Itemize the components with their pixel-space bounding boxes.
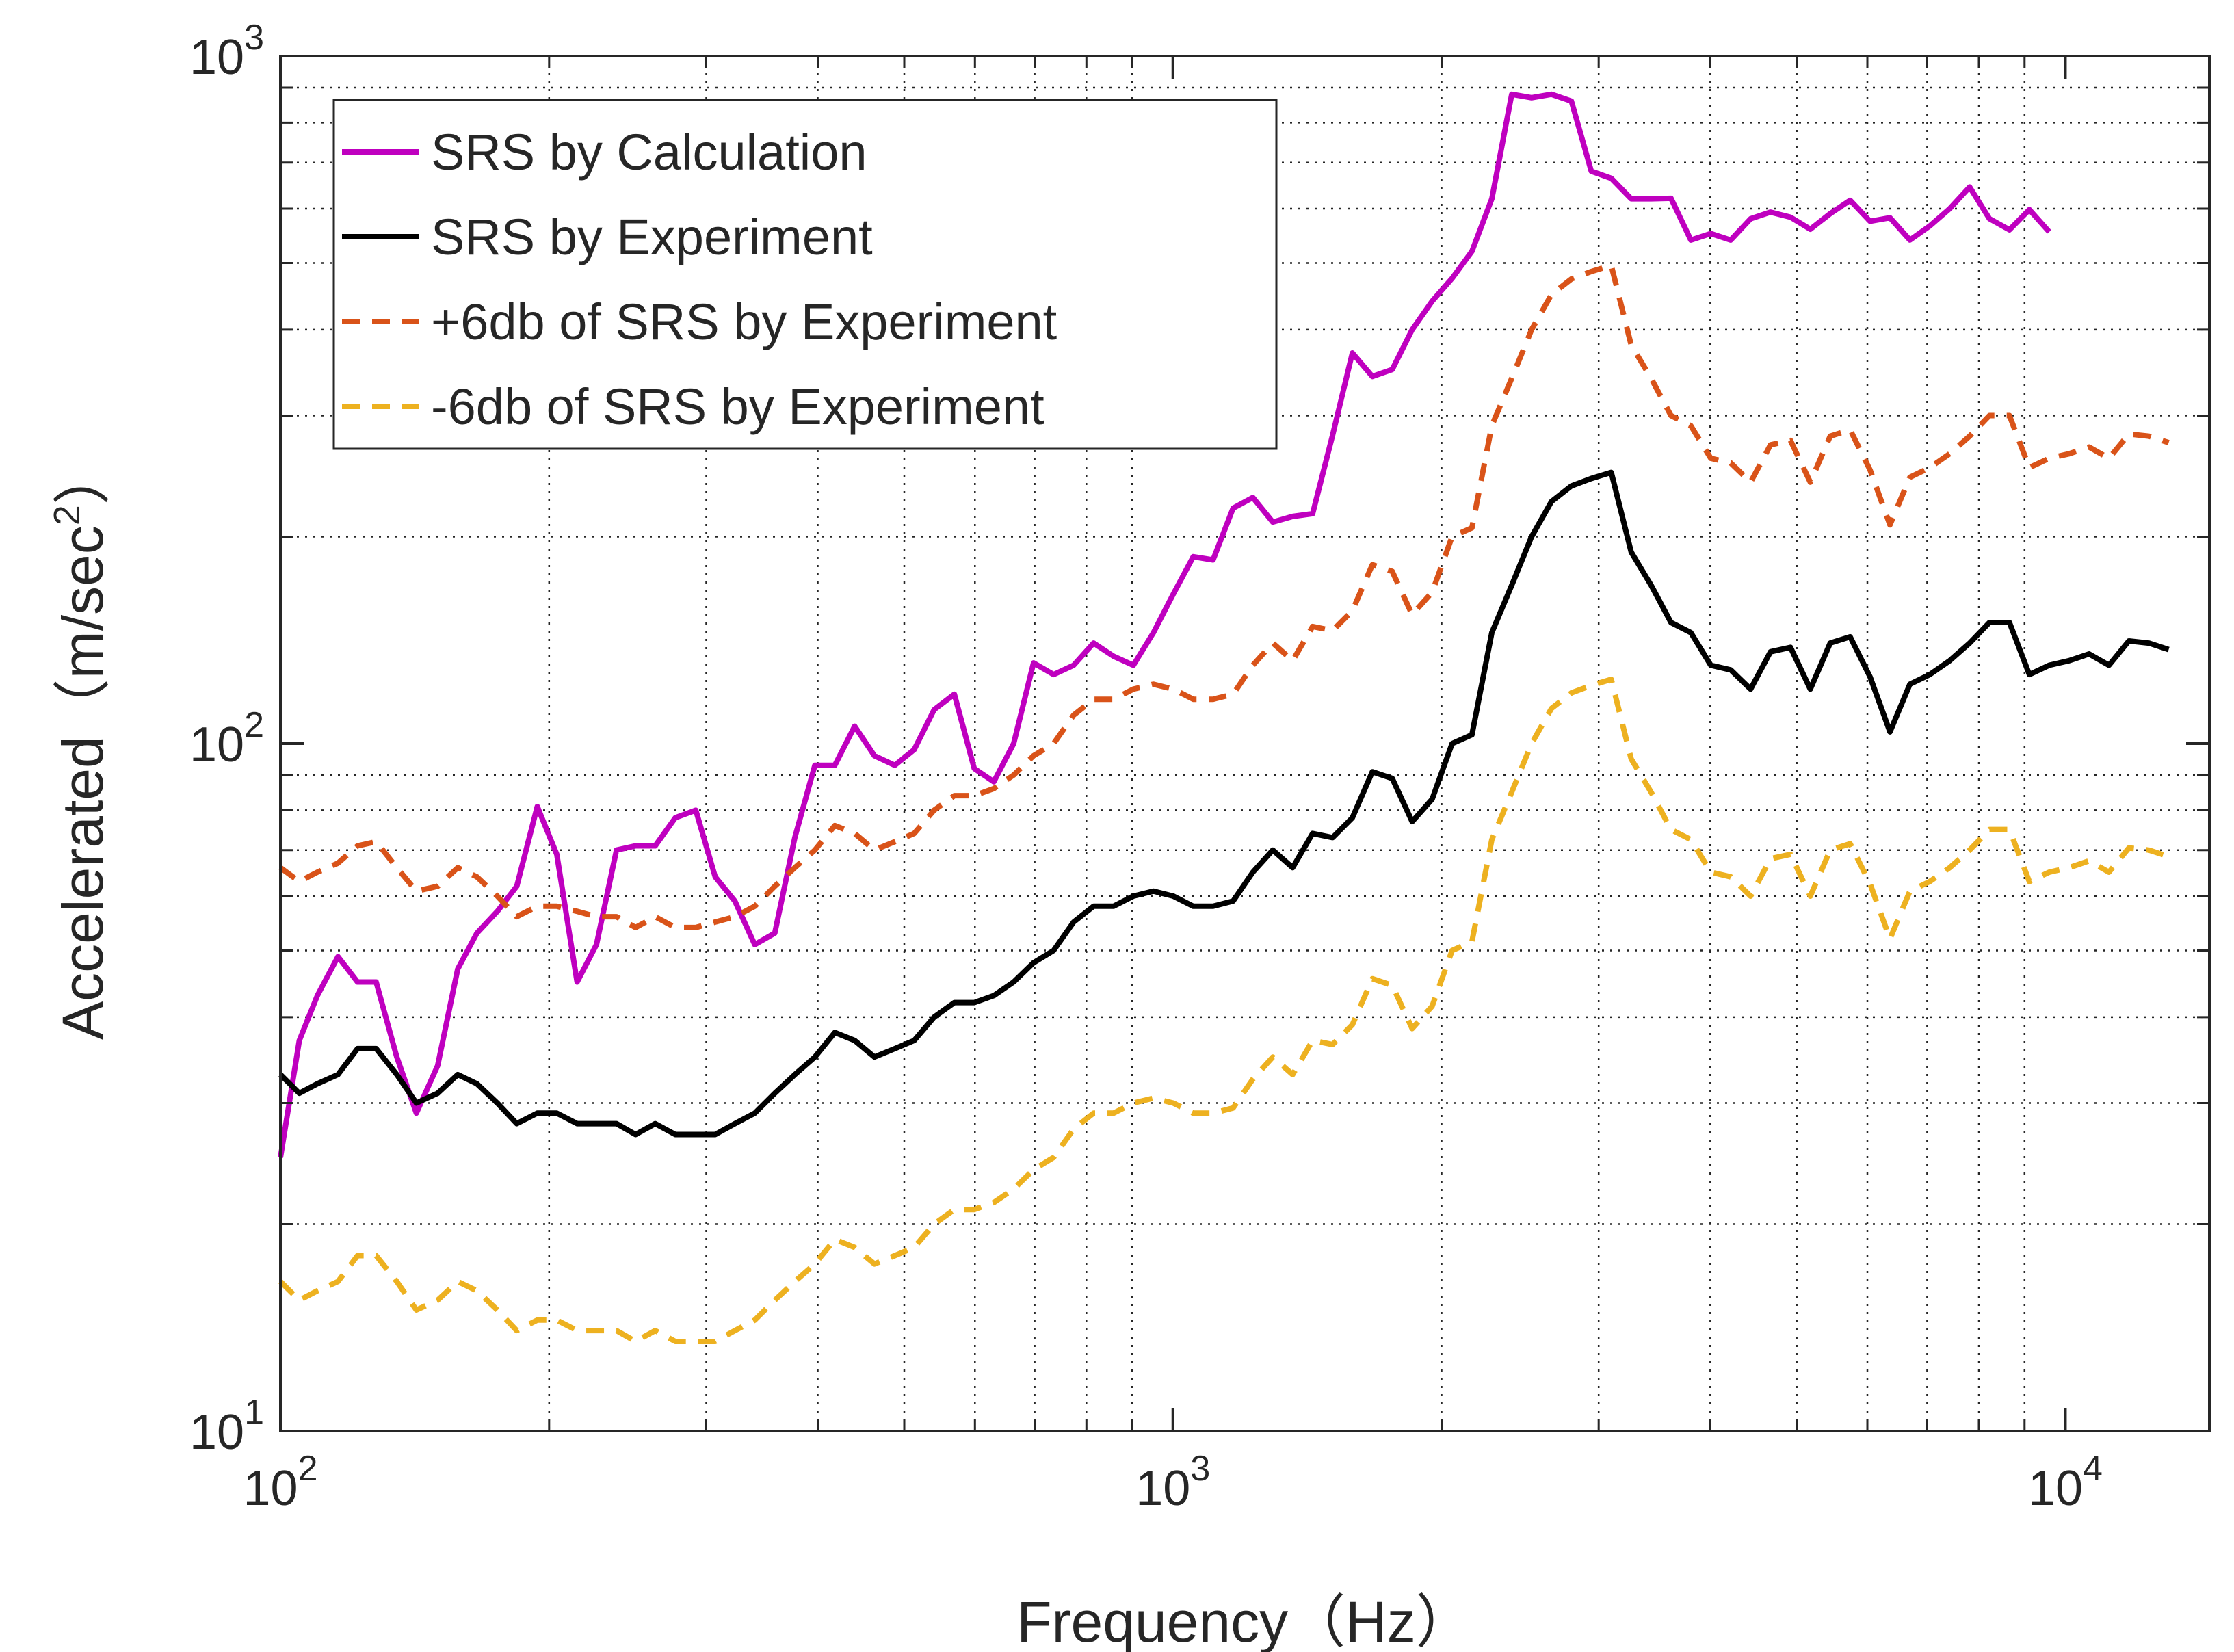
y-axis-title-close: ） xyxy=(51,447,115,505)
x-tick-exp: 2 xyxy=(298,1449,318,1489)
legend-items: SRS by Calculation SRS by Experiment +6db … xyxy=(342,124,1057,435)
y-axis-title-main: Accelerated（m/sec xyxy=(51,525,115,1040)
y-tick-base: 10 xyxy=(189,1405,244,1460)
y-tick-exp: 2 xyxy=(244,705,264,745)
x-axis-title: Frequency（Hz） xyxy=(1016,1590,1473,1652)
x-tick-base: 10 xyxy=(1135,1461,1190,1516)
y-axis-title-sup: 2 xyxy=(47,505,88,525)
legend-label-1: SRS by Calculation xyxy=(431,124,867,181)
legend-label-3: +6db of SRS by Experiment xyxy=(431,293,1057,350)
legend-label-2: SRS by Experiment xyxy=(431,209,873,265)
legend: SRS by Calculation SRS by Experiment +6db … xyxy=(332,99,1278,450)
y-tick-base: 10 xyxy=(189,718,244,772)
series-layer xyxy=(278,91,2170,1344)
series-line-3 xyxy=(278,263,2170,930)
x-tick-label: 104 xyxy=(2028,1449,2103,1516)
y-tick-exp: 1 xyxy=(244,1393,264,1432)
y-tick-exp: 3 xyxy=(244,18,264,57)
series-line-4 xyxy=(278,677,2170,1344)
x-tick-exp: 3 xyxy=(1190,1449,1210,1489)
ticks-layer xyxy=(279,55,2209,1432)
x-tick-base: 10 xyxy=(243,1461,298,1516)
y-tick-label: 101 xyxy=(189,1393,264,1460)
y-tick-base: 10 xyxy=(189,30,244,85)
y-tick-label: 102 xyxy=(189,705,264,772)
x-tick-exp: 4 xyxy=(2083,1449,2103,1489)
legend-box xyxy=(332,99,1278,450)
y-axis-title: Accelerated（m/sec2） xyxy=(47,447,115,1040)
x-tick-label: 102 xyxy=(243,1449,317,1516)
x-tick-base: 10 xyxy=(2028,1461,2083,1516)
y-tick-label: 103 xyxy=(189,18,264,85)
series-line-1 xyxy=(278,91,2051,1158)
x-tick-label: 103 xyxy=(1135,1449,1210,1516)
legend-label-4: -6db of SRS by Experiment xyxy=(431,378,1044,435)
series-line-2 xyxy=(278,469,2170,1138)
